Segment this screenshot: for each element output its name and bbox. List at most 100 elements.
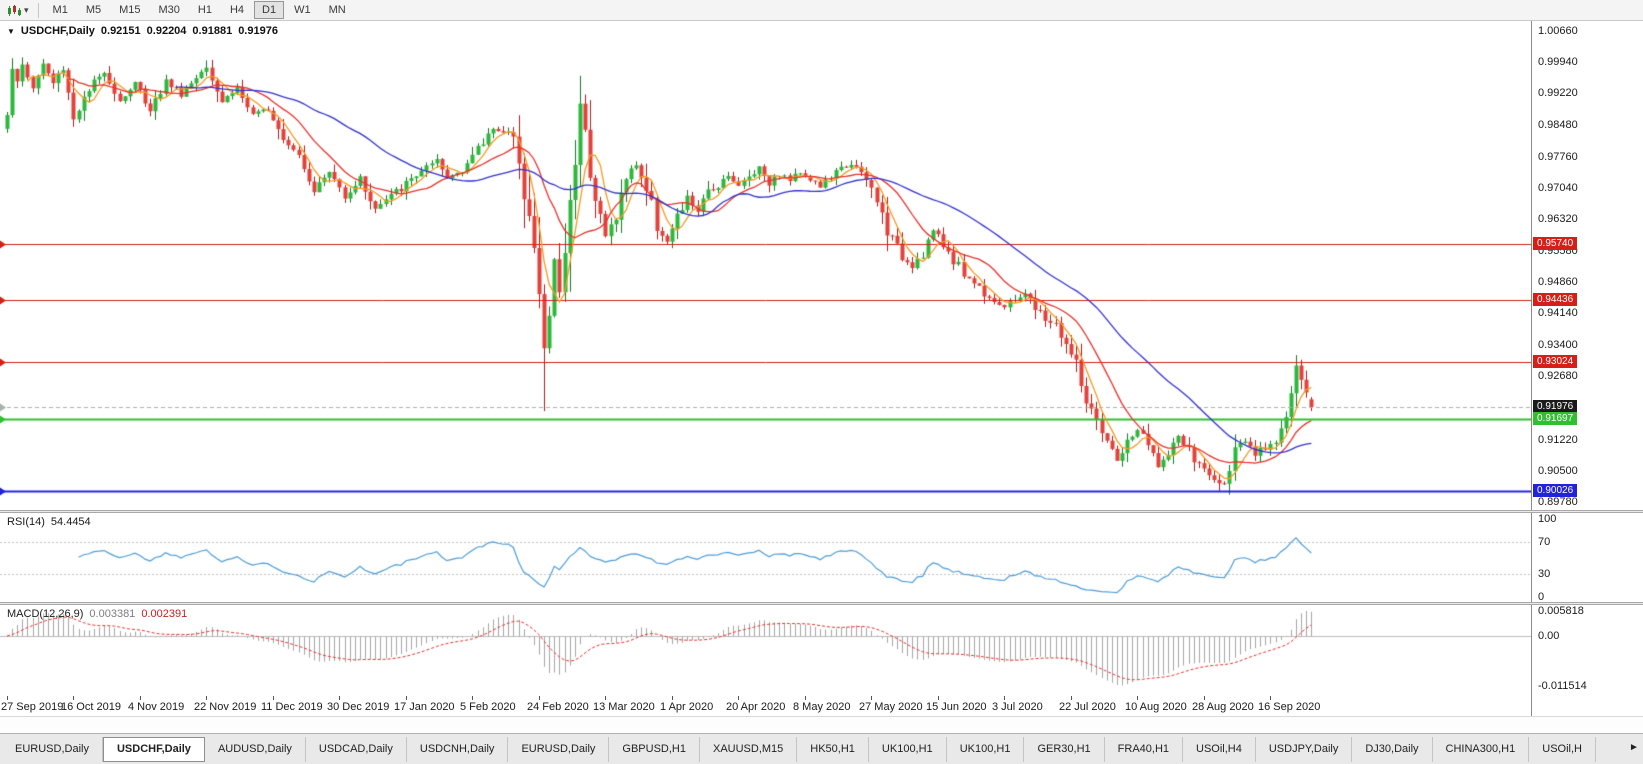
rsi-axis-label: 30 [1538,567,1551,580]
chart-tab-eurusd-daily[interactable]: EURUSD,Daily [508,737,610,762]
ohlc-open: 0.92151 [100,25,141,37]
time-axis-tick [1137,696,1138,700]
time-axis-label: 15 Jun 2020 [926,701,987,713]
time-axis-label: 1 Apr 2020 [660,701,714,713]
chart-tab-gbpusd-h1[interactable]: GBPUSD,H1 [609,737,700,762]
time-axis-label: 22 Nov 2019 [194,701,257,713]
chart-tab-eurusd-daily[interactable]: EURUSD,Daily [2,737,103,762]
time-axis-tick [406,696,407,700]
chart-tab-china300-h1[interactable]: CHINA300,H1 [1432,737,1530,762]
chart-tab-dj30-daily[interactable]: DJ30,Daily [1352,737,1433,762]
time-axis-tick [206,696,207,700]
chart-tab-xauusd-m15[interactable]: XAUUSD,M15 [699,737,798,762]
panel-splitter-rsi[interactable] [0,510,1643,513]
time-axis-tick [73,696,74,700]
time-axis-tick [1004,696,1005,700]
time-axis-label: 5 Feb 2020 [460,701,516,713]
timeframe-button-m15[interactable]: M15 [119,4,141,16]
time-axis-tick [273,696,274,700]
chart-tab-usoil-h4[interactable]: USOil,H4 [1183,737,1256,762]
price-axis-label: 0.94140 [1538,307,1578,320]
chart-symbol-period: USDCHF,Daily [20,25,95,37]
price-chart-canvas[interactable] [0,21,1531,510]
timeframe-button-m5[interactable]: M5 [85,4,102,16]
timeframe-button-w1[interactable]: W1 [294,4,311,16]
time-axis-tick [472,696,473,700]
chart-tab-usoil-h[interactable]: USOil,H [1529,737,1596,762]
candlestick-chart-icon [8,4,21,16]
price-axis-label: 0.99940 [1538,56,1578,69]
price-axis-label: 0.98480 [1538,119,1578,132]
price-marker-resistance-1: 0.95740 [1533,236,1578,250]
toolbar-separator [37,2,39,18]
time-axis-tick [938,696,939,700]
price-axis: 1.00660 0.99940 0.99220 0.98480 0.97760 0.970… [1531,21,1643,510]
time-axis[interactable]: 27 Sep 2019 16 Oct 2019 4 Nov 2019 22 Nov 2… [0,696,1531,716]
time-axis-tick [1071,696,1072,700]
chart-tab-hk50-h1[interactable]: HK50,H1 [797,737,869,762]
timeframes-toolbar: ▾ M1 M5 M15 M30 H1 H4 D1 W1 MN [0,0,1643,21]
time-axis-label: 3 Jul 2020 [992,701,1043,713]
time-axis-label: 11 Dec 2019 [261,701,323,713]
timeframe-button-h1[interactable]: H1 [197,4,212,16]
bottom-strip [0,716,1643,733]
chart-type-button[interactable]: ▾ [3,3,33,18]
price-axis-label: 0.89780 [1538,496,1578,508]
time-axis-label: 30 Dec 2019 [327,701,390,713]
price-axis-label: 0.91220 [1538,433,1578,446]
chart-tab-fra40-h1[interactable]: FRA40,H1 [1104,737,1184,762]
rsi-label: RSI(14) 54.4454 [7,516,91,528]
expand-triangle-icon[interactable]: ▼ [7,26,15,36]
chart-tab-usdcnh-daily[interactable]: USDCNH,Daily [406,737,509,762]
rsi-canvas[interactable] [0,513,1531,602]
macd-axis-label: -0.011514 [1538,679,1587,692]
ohlc-low: 0.91881 [192,25,233,37]
price-axis-label: 0.93400 [1538,339,1578,352]
time-axis-tick [871,696,872,700]
chart-tab-usdchf-daily[interactable]: USDCHF,Daily [102,737,205,762]
timeframe-buttons: M1 M5 M15 M30 H1 H4 D1 W1 MN [44,1,355,19]
tab-scroll-right-button[interactable]: ► [1629,742,1639,753]
macd-panel: MACD(12,26,9) 0.003381 0.002391 0.005818… [0,605,1643,696]
time-axis-label: 28 Aug 2020 [1192,701,1254,713]
timeframe-button-d1[interactable]: D1 [254,1,285,19]
price-chart-panel: ▼ USDCHF,Daily 0.92151 0.92204 0.91881 0… [0,21,1643,510]
chart-tab-uk100-h1[interactable]: UK100,H1 [868,737,947,762]
time-axis-tick [7,696,8,700]
time-axis-label: 8 May 2020 [793,701,851,713]
dropdown-caret-icon: ▾ [24,5,29,15]
price-marker-support-2: 0.90026 [1533,484,1578,498]
time-axis-tick [339,696,340,700]
timeframe-button-mn[interactable]: MN [328,4,346,16]
price-marker-resistance-3: 0.93024 [1533,354,1578,368]
timeframe-button-m30[interactable]: M30 [158,4,180,16]
time-axis-tick [140,696,141,700]
price-axis-label: 0.94860 [1538,276,1578,289]
ohlc-high: 0.92204 [146,25,187,37]
chart-tab-uk100-h1[interactable]: UK100,H1 [946,737,1025,762]
chart-title: ▼ USDCHF,Daily 0.92151 0.92204 0.91881 0… [7,25,278,37]
price-axis-label: 0.99220 [1538,87,1578,100]
time-axis-label: 17 Jan 2020 [394,701,455,713]
timeframe-button-h4[interactable]: H4 [229,4,245,16]
rsi-value: 54.4454 [50,516,91,528]
timeframe-button-m1[interactable]: M1 [52,4,68,16]
time-axis-tick [1270,696,1271,700]
chart-tab-usdjpy-daily[interactable]: USDJPY,Daily [1255,737,1353,762]
chart-tab-audusd-daily[interactable]: AUDUSD,Daily [204,737,306,762]
price-axis-label: 0.96320 [1538,212,1578,225]
macd-label: MACD(12,26,9) 0.003381 0.002391 [7,608,187,620]
rsi-axis-label: 70 [1538,536,1551,549]
time-axis-label: 20 Apr 2020 [726,701,786,713]
time-axis-label: 27 Sep 2019 [1,701,64,713]
time-axis-label: 16 Oct 2019 [61,701,121,713]
chart-tab-ger30-h1[interactable]: GER30,H1 [1024,737,1105,762]
time-axis-label: 22 Jul 2020 [1059,701,1116,713]
panel-splitter-macd[interactable] [0,602,1643,605]
time-axis-tick [672,696,673,700]
time-axis-tick [1204,696,1205,700]
macd-canvas[interactable] [0,605,1531,696]
rsi-axis-label: 0 [1538,591,1545,602]
chart-tab-usdcad-daily[interactable]: USDCAD,Daily [305,737,407,762]
